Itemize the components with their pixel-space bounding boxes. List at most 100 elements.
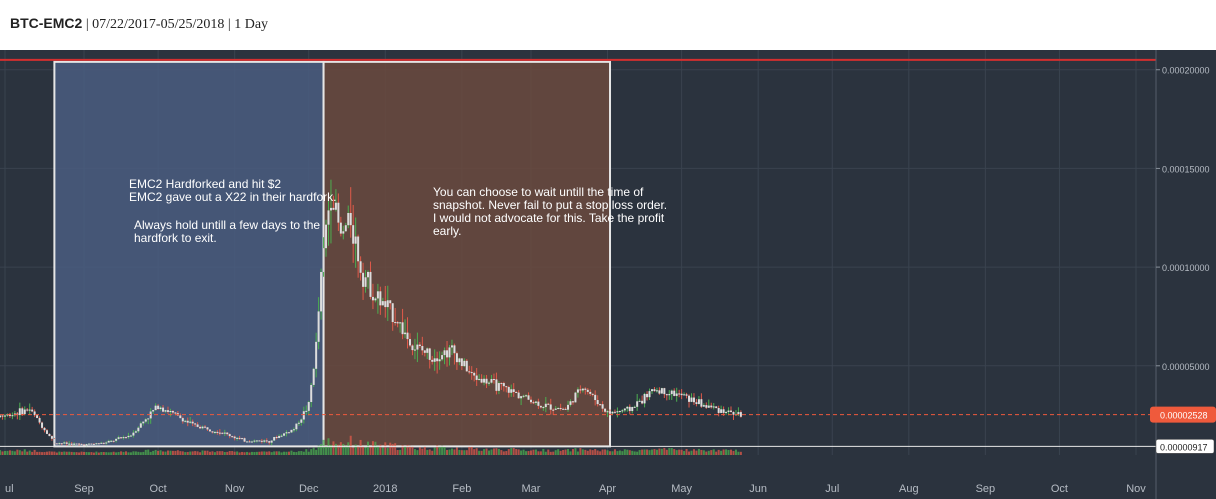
volume-bar-105 <box>241 451 244 455</box>
volume-bar-193 <box>458 449 461 455</box>
candle-body-155 <box>364 277 367 287</box>
volume-bar-206 <box>490 449 493 455</box>
volume-bar-76 <box>169 450 172 455</box>
volume-bar-46 <box>95 451 98 455</box>
price-chart[interactable]: 0.00005000 0.00010000 0.00015000 0.00020000… <box>0 50 1216 499</box>
candle-body-214 <box>510 389 513 393</box>
candle-body-55 <box>117 437 120 439</box>
volume-bar-82 <box>184 452 187 455</box>
candle-body-48 <box>100 442 103 444</box>
candle-body-76 <box>169 410 172 412</box>
volume-bar-21 <box>33 449 36 455</box>
volume-bar-72 <box>159 450 162 455</box>
price-axis[interactable]: 0.00005000 0.00010000 0.00015000 0.00020000 <box>1156 66 1210 372</box>
candle-body-131 <box>305 410 308 412</box>
candle-body-295 <box>710 405 713 408</box>
candle-body-83 <box>186 420 189 423</box>
candle-body-270 <box>648 391 651 398</box>
volume-bar-37 <box>73 452 76 455</box>
volume-bar-18 <box>26 451 29 455</box>
candle-body-257 <box>616 411 619 413</box>
candle-body-57 <box>122 437 125 439</box>
candle-body-19 <box>28 409 31 411</box>
low-price-label: 0.00000917 <box>1160 442 1208 452</box>
volume-bar-239 <box>571 449 574 455</box>
volume-bar-57 <box>122 451 125 455</box>
y-tick-label-2: 0.00015000 <box>1162 164 1210 174</box>
y-tick-label-0: 0.00005000 <box>1162 362 1210 372</box>
volume-bar-285 <box>685 448 688 455</box>
x-tick-label-5: 2018 <box>373 483 397 495</box>
candle-body-100 <box>228 434 231 437</box>
candle-body-72 <box>159 407 162 410</box>
candle-body-114 <box>263 440 266 442</box>
volume-bar-87 <box>196 451 199 455</box>
candle-body-213 <box>507 387 510 393</box>
candle-body-191 <box>453 345 456 354</box>
volume-bar-180 <box>426 449 429 455</box>
volume-bar-259 <box>621 451 624 455</box>
candle-body-174 <box>411 345 414 351</box>
volume-bar-149 <box>349 435 352 455</box>
candle-body-120 <box>278 435 281 438</box>
volume-bar-50 <box>105 452 108 455</box>
volume-bar-104 <box>238 452 241 455</box>
volume-bar-96 <box>218 451 221 455</box>
candle-body-53 <box>112 440 115 442</box>
volume-bar-14 <box>16 449 19 455</box>
volume-bar-245 <box>586 450 589 455</box>
time-axis[interactable]: ul Sep Oct Nov Dec 2018 Feb Mar Apr May Jun Jul Aug S… <box>5 483 1146 495</box>
candle-body-94 <box>213 431 216 433</box>
volume-bar-79 <box>176 450 179 455</box>
volume-bar-264 <box>633 451 636 455</box>
candle-body-289 <box>695 402 698 404</box>
volume-bar-31 <box>58 451 61 455</box>
interval-label: 1 Day <box>234 17 269 32</box>
volume-bar-89 <box>201 450 204 455</box>
candlesticks <box>0 179 742 447</box>
candle-body-267 <box>641 400 644 404</box>
volume-bar-95 <box>216 451 219 455</box>
volume-bar-224 <box>534 449 537 455</box>
volume-bar-210 <box>500 450 503 455</box>
current-price-label: 0.00002528 <box>1160 411 1208 421</box>
volume-bar-281 <box>675 450 678 455</box>
volume-bar-200 <box>475 448 478 455</box>
volume-bar-10 <box>6 450 9 455</box>
candle-body-218 <box>520 396 523 399</box>
candle-body-33 <box>63 442 66 444</box>
candle-body-245 <box>586 389 589 392</box>
candle-body-181 <box>428 348 431 360</box>
volume-bar-136 <box>317 445 320 455</box>
volume-bar-20 <box>31 451 34 455</box>
volume-bar-284 <box>683 451 686 455</box>
volume-bar-40 <box>80 451 83 455</box>
volume-bar-228 <box>544 451 547 455</box>
candle-body-89 <box>201 426 204 429</box>
candle-body-70 <box>154 405 157 411</box>
volume-bar-30 <box>55 452 58 455</box>
volume-bar-267 <box>641 449 644 455</box>
volume-bar-158 <box>371 441 374 455</box>
candle-body-224 <box>534 401 537 403</box>
volume-bar-146 <box>342 443 345 455</box>
candle-body-303 <box>730 410 733 412</box>
volume-bar-137 <box>320 444 323 455</box>
volume-bar-243 <box>581 449 584 455</box>
volume-bar-152 <box>357 446 360 455</box>
volume-bar-211 <box>502 451 505 455</box>
candle-body-20 <box>31 409 34 412</box>
volume-bar-63 <box>137 451 140 455</box>
volume-bar-246 <box>589 449 592 455</box>
separator-2: | <box>227 17 231 32</box>
candle-body-220 <box>525 395 528 397</box>
candle-body-159 <box>374 298 377 301</box>
candle-body-160 <box>376 291 379 299</box>
volume-bar-297 <box>715 451 718 455</box>
candle-body-24 <box>41 422 44 428</box>
candle-body-302 <box>727 410 730 412</box>
volume-bar-48 <box>100 451 103 455</box>
volume-bar-231 <box>552 451 555 455</box>
candle-body-279 <box>670 390 673 395</box>
x-tick-label-10: Jun <box>749 483 767 495</box>
